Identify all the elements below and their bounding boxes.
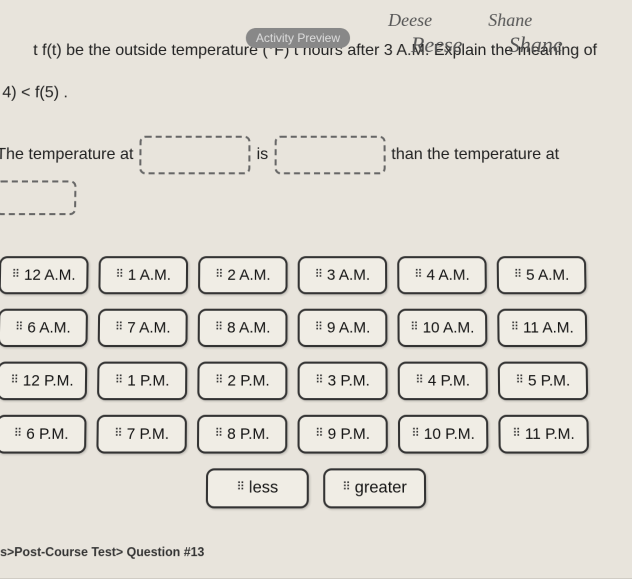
time-tile[interactable]: ⠿ 11 A.M.: [497, 308, 587, 346]
time-tile[interactable]: ⠿ 8 P.M.: [197, 415, 287, 454]
grip-icon: ⠿: [10, 375, 16, 386]
tile-label: 10 P.M.: [424, 425, 475, 443]
grip-icon: ⠿: [315, 375, 321, 386]
time-tile[interactable]: ⠿ 5 P.M.: [498, 361, 588, 400]
tile-label: 3 A.M.: [327, 266, 370, 284]
tile-label: 1 A.M.: [128, 266, 171, 284]
time-tile[interactable]: ⠿ 2 P.M.: [197, 361, 287, 400]
grip-icon: ⠿: [115, 269, 121, 280]
tile-label: 1 P.M.: [127, 372, 170, 390]
time-tile[interactable]: ⠿ 6 A.M.: [0, 308, 88, 346]
tile-label: 9 A.M.: [327, 319, 370, 337]
grip-icon: ⠿: [12, 269, 18, 280]
tile-label: 2 A.M.: [227, 266, 270, 284]
answer-tiles: ⠿ 12 A.M. ⠿ 1 A.M. ⠿ 2 A.M. ⠿ 3 A.M. ⠿ 4 A.M. ⠿ 5 A…: [0, 256, 632, 508]
grip-icon: ⠿: [315, 428, 321, 440]
tile-label: 8 A.M.: [227, 319, 270, 337]
tile-label: 6 P.M.: [26, 425, 69, 443]
grip-icon: ⠿: [315, 269, 321, 280]
grip-icon: ⠿: [14, 428, 20, 440]
grip-icon: ⠿: [215, 375, 221, 386]
tile-label: 5 A.M.: [526, 266, 569, 284]
grip-icon: ⠿: [315, 322, 321, 333]
time-tile[interactable]: ⠿ 3 P.M.: [298, 361, 388, 400]
grip-icon: ⠿: [414, 269, 420, 280]
comparison-tile[interactable]: ⠿ less: [206, 468, 309, 508]
grip-icon: ⠿: [415, 375, 421, 386]
tile-label: 7 P.M.: [127, 425, 170, 443]
tile-label: 4 P.M.: [428, 372, 470, 390]
tile-label: less: [249, 479, 278, 498]
tile-label: 10 A.M.: [423, 319, 475, 337]
time-tile[interactable]: ⠿ 10 A.M.: [397, 308, 487, 346]
grip-icon: ⠿: [215, 269, 221, 280]
tile-label: 11 P.M.: [525, 425, 575, 443]
sentence-part2: than the temperature at: [391, 146, 559, 164]
time-tile[interactable]: ⠿ 9 A.M.: [298, 308, 388, 346]
tile-row-0: ⠿ 12 A.M. ⠿ 1 A.M. ⠿ 2 A.M. ⠿ 3 A.M. ⠿ 4 A.M. ⠿ 5 A…: [0, 256, 632, 294]
blank-comparison[interactable]: [274, 136, 385, 175]
grip-icon: ⠿: [512, 428, 518, 440]
tile-label: 12 A.M.: [24, 266, 76, 284]
time-tile[interactable]: ⠿ 12 A.M.: [0, 256, 89, 294]
tile-label: 12 P.M.: [23, 372, 74, 390]
grip-icon: ⠿: [410, 322, 416, 333]
question-line2: 4) < f(5) .: [2, 83, 630, 106]
tile-label: 6 A.M.: [27, 319, 71, 337]
time-tile[interactable]: ⠿ 10 P.M.: [398, 415, 489, 454]
tile-label: 5 P.M.: [528, 372, 571, 390]
time-tile[interactable]: ⠿ 7 A.M.: [98, 308, 188, 346]
handwriting-name2: Shane: [509, 32, 563, 58]
worksheet-paper: Deese Shane Reese Shane t f(t) be the ou…: [0, 0, 632, 578]
tile-row-comparison: ⠿ less ⠿ greater: [0, 468, 632, 508]
tile-label: 4 A.M.: [426, 266, 469, 284]
fill-blank-sentence: The temperature at is than the temperatu…: [0, 136, 631, 175]
handwriting-name1: Reese: [411, 32, 463, 58]
grip-icon: ⠿: [237, 482, 243, 494]
sentence-is: is: [257, 146, 269, 164]
tile-label: 2 P.M.: [227, 372, 269, 390]
time-tile[interactable]: ⠿ 12 P.M.: [0, 361, 87, 400]
grip-icon: ⠿: [115, 322, 121, 333]
tile-label: 3 P.M.: [328, 372, 370, 390]
comparison-tile[interactable]: ⠿ greater: [323, 468, 426, 508]
time-tile[interactable]: ⠿ 2 A.M.: [198, 256, 288, 294]
tile-label: 9 P.M.: [328, 425, 371, 443]
time-tile[interactable]: ⠿ 5 A.M.: [497, 256, 587, 294]
tile-label: 11 A.M.: [523, 319, 574, 337]
time-tile[interactable]: ⠿ 1 P.M.: [97, 361, 187, 400]
tile-label: greater: [355, 479, 407, 498]
grip-icon: ⠿: [115, 375, 121, 386]
time-tile[interactable]: ⠿ 3 A.M.: [298, 256, 388, 294]
time-tile[interactable]: ⠿ 6 P.M.: [0, 415, 87, 454]
grip-icon: ⠿: [511, 322, 517, 333]
blank-time2[interactable]: [0, 180, 77, 215]
time-tile[interactable]: ⠿ 9 P.M.: [298, 415, 388, 454]
grip-icon: ⠿: [15, 322, 21, 333]
grip-icon: ⠿: [514, 269, 520, 280]
tile-row-3: ⠿ 6 P.M. ⠿ 7 P.M. ⠿ 8 P.M. ⠿ 9 P.M. ⠿ 10 P.M. ⠿ 11 …: [0, 415, 632, 454]
tile-row-1: ⠿ 6 A.M. ⠿ 7 A.M. ⠿ 8 A.M. ⠿ 9 A.M. ⠿ 10 A.M. ⠿ 11 …: [0, 308, 632, 346]
grip-icon: ⠿: [411, 428, 417, 440]
handwriting-name1-top: Deese: [388, 10, 432, 31]
breadcrumb-footer: s>Post-Course Test> Question #13: [0, 544, 204, 559]
time-tile[interactable]: ⠿ 11 P.M.: [498, 415, 589, 454]
grip-icon: ⠿: [215, 428, 221, 440]
time-tile[interactable]: ⠿ 4 A.M.: [397, 256, 487, 294]
time-tile[interactable]: ⠿ 4 P.M.: [398, 361, 488, 400]
blank-time1[interactable]: [139, 136, 250, 175]
time-tile[interactable]: ⠿ 1 A.M.: [98, 256, 188, 294]
grip-icon: ⠿: [114, 428, 120, 440]
grip-icon: ⠿: [215, 322, 221, 333]
tile-row-2: ⠿ 12 P.M. ⠿ 1 P.M. ⠿ 2 P.M. ⠿ 3 P.M. ⠿ 4 P.M. ⠿ 5 P…: [0, 361, 632, 400]
activity-badge: Activity Preview: [246, 28, 350, 48]
handwriting-name2-top: Shane: [488, 10, 532, 31]
time-tile[interactable]: ⠿ 8 A.M.: [198, 308, 288, 346]
grip-icon: ⠿: [342, 482, 348, 494]
time-tile[interactable]: ⠿ 7 P.M.: [96, 415, 187, 454]
grip-icon: ⠿: [516, 375, 522, 386]
tile-label: 8 P.M.: [227, 425, 270, 443]
tile-label: 7 A.M.: [127, 319, 171, 337]
sentence-part1: The temperature at: [0, 146, 134, 164]
